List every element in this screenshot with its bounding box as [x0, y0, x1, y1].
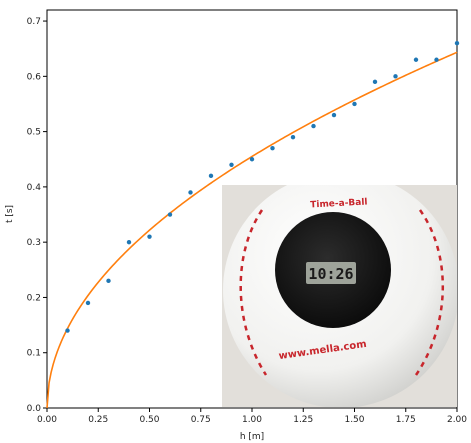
data-point	[331, 112, 337, 118]
data-point	[413, 57, 419, 62]
data-point	[372, 79, 378, 85]
x-tick-label: 1.75	[396, 415, 416, 425]
x-tick-label: 0.50	[139, 415, 159, 425]
data-point	[65, 328, 70, 333]
data-point	[352, 101, 357, 107]
timer-reading: 10:26	[308, 265, 353, 283]
data-point	[249, 157, 255, 162]
y-tick-label: 0.3	[27, 238, 41, 248]
y-axis: 0.0 0.1 0.2 0.3 0.4 0.5 0.6 0.7	[27, 17, 47, 414]
x-tick-label: 0.00	[37, 415, 57, 425]
data-point	[290, 134, 296, 140]
ball-brand-text: Time-a-Ball	[310, 198, 368, 211]
x-tick-label: 0.75	[191, 415, 211, 425]
x-tick-label: 2.00	[447, 415, 467, 425]
data-point	[454, 40, 460, 46]
inset-photo: 10:26 Time-a-Ball www.mella.com	[222, 185, 457, 407]
y-tick-label: 0.1	[27, 349, 41, 359]
data-point	[229, 162, 234, 167]
data-point	[270, 145, 275, 151]
y-tick-label: 0.7	[27, 17, 41, 27]
data-point	[126, 239, 132, 245]
y-tick-label: 0.4	[27, 183, 42, 193]
y-tick-label: 0.6	[27, 72, 42, 82]
y-axis-label: t [s]	[5, 205, 15, 223]
data-point	[167, 212, 173, 217]
data-point	[208, 173, 214, 179]
y-tick-label: 0.0	[27, 404, 42, 414]
timer-display	[306, 262, 356, 284]
data-point	[85, 300, 91, 306]
ball-seam-right	[414, 209, 444, 376]
data-point	[106, 278, 111, 284]
y-tick-label: 0.5	[27, 128, 41, 138]
y-tick-label: 0.2	[27, 293, 41, 303]
data-point	[311, 123, 316, 129]
x-tick-label: 1.25	[293, 415, 313, 425]
fit-curve	[46, 51, 458, 409]
ball-seam-left	[239, 209, 268, 376]
x-axis-label: h [m]	[240, 432, 264, 442]
data-point	[147, 234, 152, 239]
data-point	[434, 57, 439, 62]
data-point	[393, 74, 398, 79]
x-tick-label: 0.25	[88, 415, 108, 425]
x-tick-label: 1.50	[344, 415, 364, 425]
data-point	[188, 190, 193, 195]
x-axis: 0.00 0.25 0.50 0.75 1.00 1.25 1.50 1.75 2.00	[37, 408, 467, 425]
fit-curve-layer	[46, 51, 458, 409]
x-tick-label: 1.00	[242, 415, 262, 425]
data-points-layer	[65, 40, 460, 333]
